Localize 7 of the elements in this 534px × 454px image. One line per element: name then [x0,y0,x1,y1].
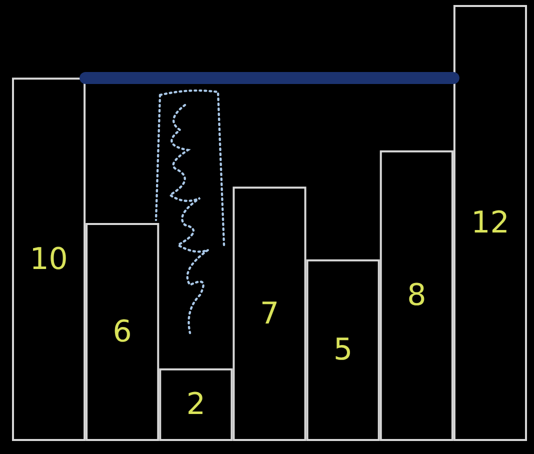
data-label: 6 [112,314,132,350]
data-label: 2 [186,387,206,422]
data-label: 7 [260,296,280,332]
data-label: 8 [407,278,426,314]
data-label: 12 [471,206,510,240]
data-label: 10 [30,242,68,277]
data-label: 5 [334,332,353,368]
